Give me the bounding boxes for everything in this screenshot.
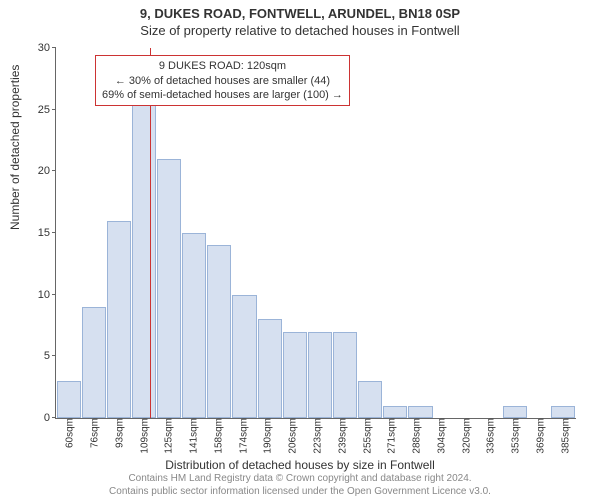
y-axis-label: Number of detached properties: [8, 65, 22, 230]
x-tick-label: 336sqm: [482, 418, 497, 454]
y-tick-mark: [52, 294, 56, 295]
histogram-bar: [258, 319, 282, 418]
y-tick-mark: [52, 109, 56, 110]
chart-title-address: 9, DUKES ROAD, FONTWELL, ARUNDEL, BN18 0…: [0, 0, 600, 21]
x-tick-label: 190sqm: [259, 418, 274, 454]
y-tick-mark: [52, 355, 56, 356]
y-tick-mark: [52, 417, 56, 418]
x-tick-label: 288sqm: [408, 418, 423, 454]
y-tick-label: 30: [38, 42, 56, 54]
x-tick-label: 304sqm: [432, 418, 447, 454]
histogram-bar: [82, 307, 106, 418]
x-tick-label: 385sqm: [556, 418, 571, 454]
x-tick-label: 271sqm: [383, 418, 398, 454]
x-tick-label: 76sqm: [86, 418, 101, 448]
x-tick-label: 320sqm: [457, 418, 472, 454]
x-tick-label: 239sqm: [333, 418, 348, 454]
x-tick-label: 255sqm: [358, 418, 373, 454]
histogram-bar: [503, 406, 527, 418]
annotation-line2: ← 30% of detached houses are smaller (44…: [102, 74, 343, 88]
y-tick-label: 0: [44, 412, 56, 424]
x-axis-label: Distribution of detached houses by size …: [0, 458, 600, 472]
x-tick-label: 60sqm: [61, 418, 76, 448]
chart-container: 9, DUKES ROAD, FONTWELL, ARUNDEL, BN18 0…: [0, 0, 600, 500]
x-tick-label: 353sqm: [507, 418, 522, 454]
histogram-bar: [232, 295, 256, 418]
footer-attribution: Contains HM Land Registry data © Crown c…: [0, 473, 600, 498]
y-tick-mark: [52, 170, 56, 171]
x-tick-label: 141sqm: [185, 418, 200, 454]
x-tick-label: 125sqm: [160, 418, 175, 454]
histogram-bar: [408, 406, 432, 418]
y-tick-label: 10: [38, 289, 56, 301]
histogram-bar: [333, 332, 357, 418]
histogram-bar: [157, 159, 181, 418]
x-tick-label: 369sqm: [531, 418, 546, 454]
y-tick-label: 25: [38, 104, 56, 116]
x-tick-label: 223sqm: [309, 418, 324, 454]
x-tick-label: 158sqm: [209, 418, 224, 454]
footer-line1: Contains HM Land Registry data © Crown c…: [0, 473, 600, 486]
chart-subtitle: Size of property relative to detached ho…: [0, 21, 600, 38]
y-tick-label: 15: [38, 227, 56, 239]
x-tick-label: 206sqm: [284, 418, 299, 454]
annotation-line1: 9 DUKES ROAD: 120sqm: [102, 59, 343, 73]
y-tick-label: 20: [38, 165, 56, 177]
histogram-bar: [57, 381, 81, 418]
histogram-bar: [358, 381, 382, 418]
x-tick-label: 174sqm: [234, 418, 249, 454]
y-tick-mark: [52, 232, 56, 233]
x-tick-label: 93sqm: [110, 418, 125, 448]
footer-line2: Contains public sector information licen…: [0, 486, 600, 499]
histogram-bar: [107, 221, 131, 418]
histogram-bar: [132, 97, 156, 418]
histogram-bar: [551, 406, 575, 418]
histogram-bar: [308, 332, 332, 418]
y-tick-label: 5: [44, 350, 56, 362]
annotation-box: 9 DUKES ROAD: 120sqm ← 30% of detached h…: [95, 55, 350, 106]
histogram-bar: [283, 332, 307, 418]
histogram-bar: [383, 406, 407, 418]
histogram-bar: [182, 233, 206, 418]
x-tick-label: 109sqm: [135, 418, 150, 454]
annotation-line3: 69% of semi-detached houses are larger (…: [102, 88, 343, 102]
plot-area: 9 DUKES ROAD: 120sqm ← 30% of detached h…: [55, 48, 576, 419]
y-tick-mark: [52, 47, 56, 48]
histogram-bar: [207, 245, 231, 418]
